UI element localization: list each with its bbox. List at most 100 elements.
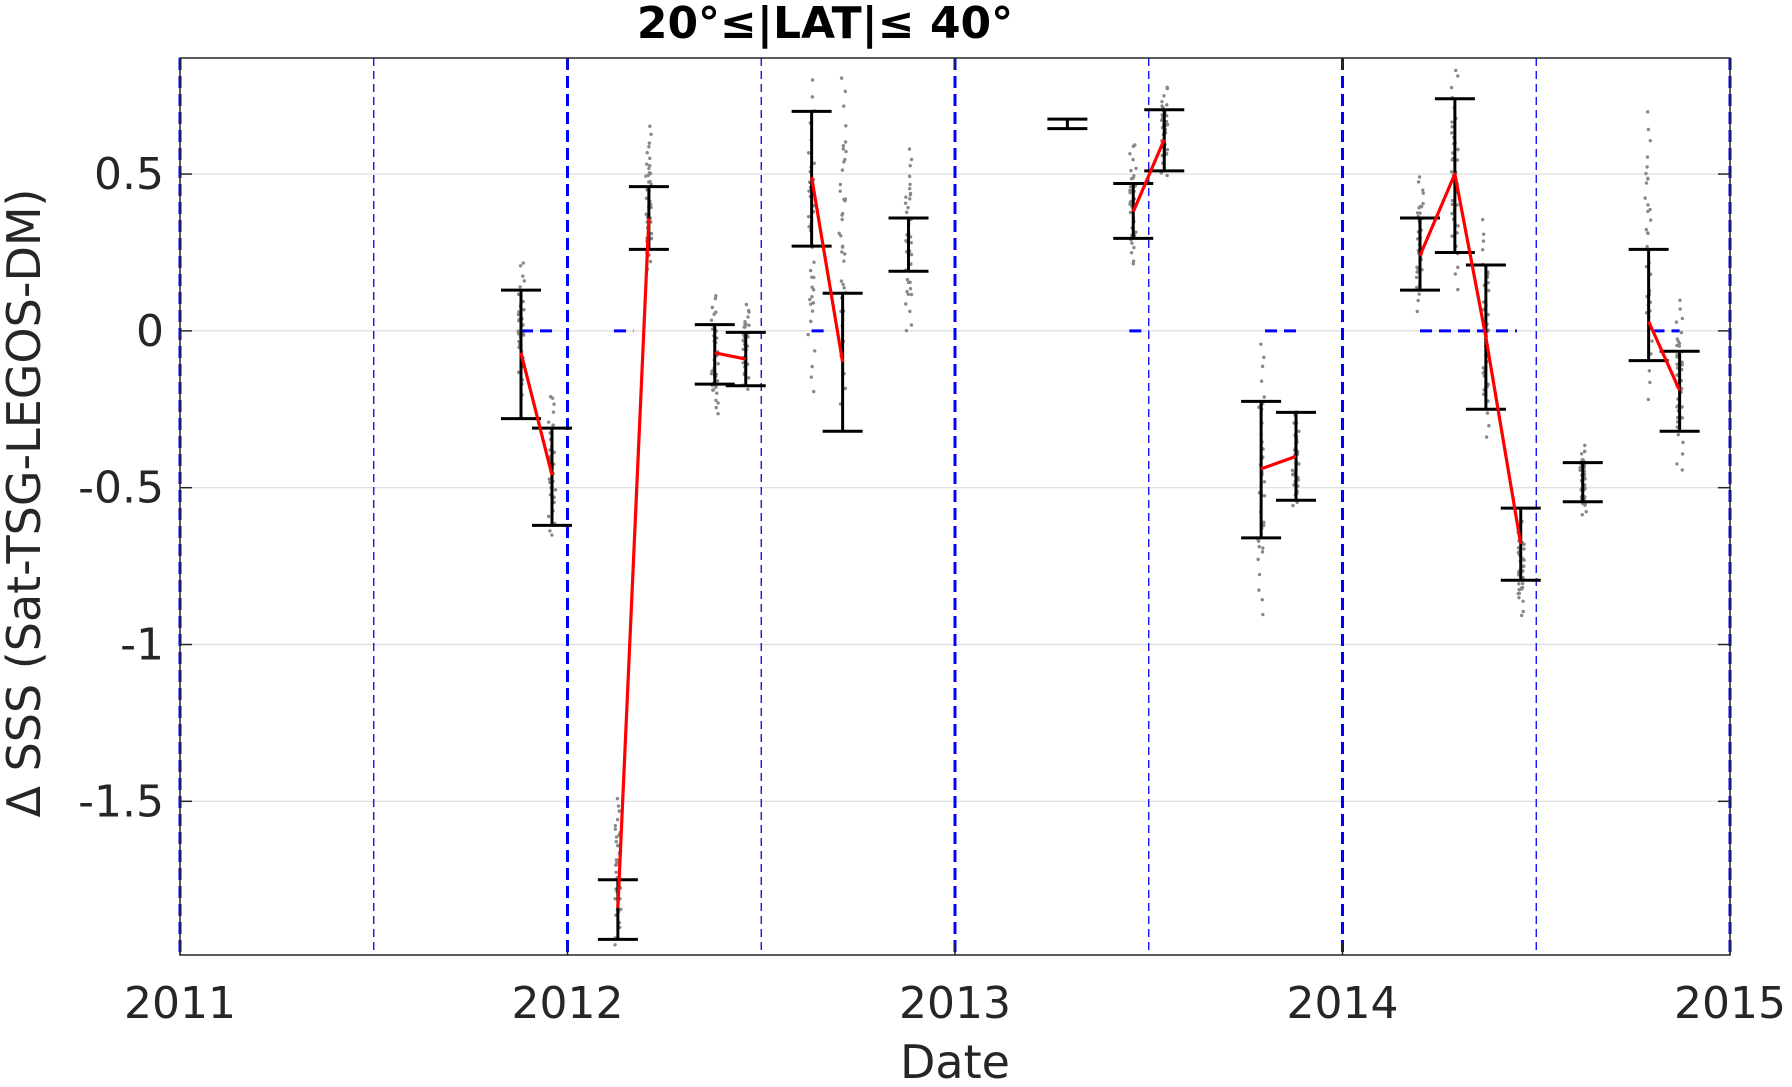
data-point <box>1678 298 1682 302</box>
data-point <box>840 213 844 217</box>
data-point <box>649 236 654 241</box>
data-point <box>1132 245 1136 250</box>
data-point <box>1162 94 1166 98</box>
data-point <box>1128 185 1133 189</box>
data-point <box>716 401 720 405</box>
data-point <box>1262 494 1267 498</box>
data-point <box>839 234 843 238</box>
data-point <box>1260 598 1264 602</box>
data-point <box>746 387 750 391</box>
data-point <box>1297 462 1301 466</box>
data-point <box>551 410 556 414</box>
data-point <box>1133 143 1137 147</box>
data-point <box>1579 452 1584 456</box>
data-point <box>522 279 526 283</box>
mean-trend-line <box>810 176 845 363</box>
data-point <box>908 309 912 314</box>
data-point <box>843 89 847 94</box>
data-point <box>840 168 845 172</box>
data-point <box>1450 234 1454 238</box>
data-point <box>1480 217 1485 222</box>
data-point <box>1521 599 1525 603</box>
data-point <box>907 186 912 191</box>
data-point <box>619 907 623 911</box>
data-point <box>1486 382 1490 387</box>
data-point <box>840 245 845 249</box>
data-point <box>1415 270 1419 274</box>
data-point <box>908 163 912 168</box>
data-point <box>810 285 814 289</box>
data-point <box>1481 232 1486 236</box>
data-point <box>614 870 618 874</box>
data-point <box>1291 473 1295 477</box>
data-point <box>1521 557 1525 561</box>
data-point <box>1677 344 1682 348</box>
data-point <box>1262 395 1266 399</box>
data-point <box>710 305 715 310</box>
data-point <box>1648 207 1652 212</box>
data-point <box>806 332 810 337</box>
data-point <box>906 205 910 210</box>
chart-title: 20°≤|LAT|≤ 40° <box>637 0 1013 49</box>
y-tick-label: -1 <box>120 620 164 671</box>
data-point <box>1643 196 1647 200</box>
data-point <box>840 250 844 254</box>
data-point <box>1450 198 1455 203</box>
data-point <box>904 328 909 333</box>
data-point <box>908 197 912 201</box>
data-point <box>1583 443 1587 448</box>
data-point <box>1159 118 1164 123</box>
data-point <box>1415 211 1420 215</box>
data-point <box>1646 231 1650 236</box>
y-tick-label: -1.5 <box>78 776 164 827</box>
data-point <box>615 796 620 801</box>
data-point <box>1648 218 1653 222</box>
data-point <box>1484 435 1489 439</box>
data-point <box>810 364 814 369</box>
data-point <box>838 189 842 193</box>
data-point <box>1680 363 1685 367</box>
data-point <box>714 310 718 314</box>
data-point <box>1416 298 1420 303</box>
data-point <box>521 274 525 278</box>
data-point <box>1650 339 1654 343</box>
data-point <box>905 277 910 282</box>
mean-trend-line <box>616 217 651 909</box>
data-point <box>647 141 652 145</box>
data-point <box>909 157 914 162</box>
data-point <box>1582 449 1587 454</box>
data-point <box>1481 371 1485 375</box>
data-point <box>1165 85 1169 90</box>
data-point <box>1678 307 1682 311</box>
data-point <box>1418 211 1422 215</box>
data-point <box>1456 265 1460 270</box>
data-point <box>1257 545 1261 549</box>
data-point <box>1415 309 1419 314</box>
data-point <box>742 325 746 329</box>
data-point <box>844 124 848 128</box>
y-axis-label: Δ SSS (Sat-TSG-LEGOS-DM) <box>0 189 51 818</box>
data-point <box>1676 432 1681 437</box>
data-point <box>714 405 718 410</box>
data-point <box>1450 131 1454 135</box>
data-point <box>908 286 913 291</box>
data-point <box>1680 405 1684 409</box>
data-point <box>1415 285 1419 290</box>
data-point <box>714 398 718 403</box>
data-point <box>1646 209 1650 214</box>
data-point <box>1165 173 1169 178</box>
data-point <box>1680 360 1684 364</box>
data-point <box>1456 287 1460 292</box>
mean-trend-line <box>1418 172 1523 545</box>
data-point <box>843 157 847 162</box>
data-point <box>1580 512 1584 517</box>
data-point <box>616 804 621 808</box>
data-point <box>1297 429 1301 433</box>
data-point <box>649 231 654 236</box>
data-point <box>715 379 720 383</box>
data-point <box>1129 251 1134 255</box>
data-point <box>1131 259 1136 263</box>
y-tick-label: 0.5 <box>94 149 164 200</box>
data-point <box>714 294 718 298</box>
